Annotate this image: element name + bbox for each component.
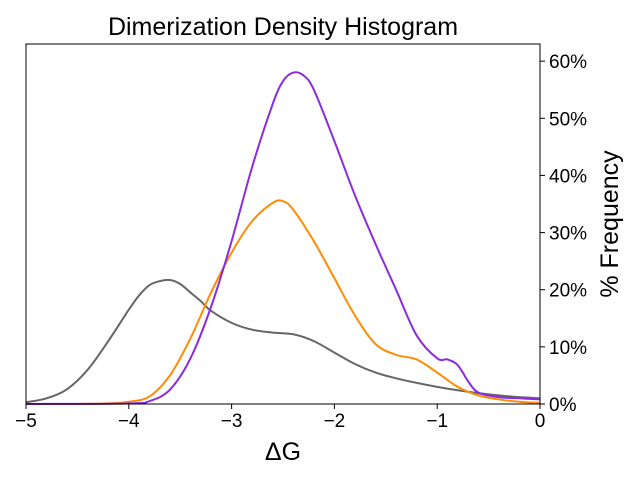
y-tick-label: 20% (549, 281, 587, 302)
plot-frame (25, 43, 541, 405)
x-tick-label: −5 (15, 411, 37, 432)
y-tick-label: 40% (549, 166, 587, 187)
x-tick-label: −3 (221, 411, 243, 432)
y-tick-label: 10% (549, 338, 587, 359)
chart-title: Dimerization Density Histogram (108, 13, 458, 41)
series-line-3 (25, 71, 541, 405)
y-tick-label: 0% (549, 395, 577, 416)
y-tick-label: 60% (549, 52, 587, 73)
y-tick-label: 50% (549, 109, 587, 130)
series-line-2 (25, 199, 541, 406)
y-tick-label: 30% (549, 224, 587, 245)
series-line-1 (25, 278, 541, 404)
x-axis-label: ΔG (265, 438, 301, 466)
x-tick-label: 0 (535, 411, 546, 432)
y-axis-label: % Frequency (596, 150, 624, 298)
x-tick-label: −4 (118, 411, 140, 432)
x-axis: −5 −4 −3 −2 −1 0 (15, 404, 545, 432)
x-tick-label: −2 (324, 411, 346, 432)
series-lines (25, 71, 541, 406)
x-tick-label: −1 (426, 411, 448, 432)
y-axis: 0% 10% 20% 30% 40% 50% 60% (540, 52, 587, 416)
